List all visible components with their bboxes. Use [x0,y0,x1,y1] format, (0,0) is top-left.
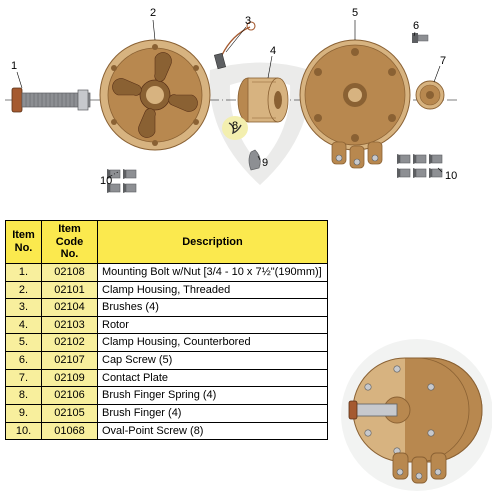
table-row: 5.02102Clamp Housing, Counterbored [6,334,328,352]
cell-code: 02104 [42,299,98,317]
part-oval-screws-b [397,154,442,178]
callout-8: 8 [232,120,238,132]
table-row: 7.02109Contact Plate [6,369,328,387]
cell-code: 01068 [42,422,98,440]
cell-desc: Clamp Housing, Threaded [98,281,328,299]
cell-desc: Oval-Point Screw (8) [98,422,328,440]
page-root: 1 2 3 4 5 6 7 8 9 10 10 Item No. Item Co… [0,0,500,500]
callout-2: 2 [150,7,156,19]
cell-code: 02102 [42,334,98,352]
cell-code: 02108 [42,263,98,281]
cell-desc: Rotor [98,316,328,334]
cell-code: 02101 [42,281,98,299]
assembled-svg [335,335,492,492]
cell-item: 2. [6,281,42,299]
cell-desc: Clamp Housing, Counterbored [98,334,328,352]
table-row: 9.02105Brush Finger (4) [6,405,328,423]
cell-code: 02105 [42,405,98,423]
th-description: Description [98,221,328,264]
table-body: 1.02108Mounting Bolt w/Nut [3/4 - 10 x 7… [6,263,328,439]
table-row: 8.02106Brush Finger Spring (4) [6,387,328,405]
cell-item: 1. [6,263,42,281]
th-item-code: Item Code No. [42,221,98,264]
cell-desc: Mounting Bolt w/Nut [3/4 - 10 x 7½"(190m… [98,263,328,281]
callout-10b: 10 [445,170,457,182]
cell-desc: Brushes (4) [98,299,328,317]
part-mounting-bolt [12,88,90,112]
part-housing-counterbored [300,40,410,168]
callout-3: 3 [245,15,251,27]
cell-item: 9. [6,405,42,423]
cell-code: 02107 [42,352,98,370]
cell-desc: Brush Finger Spring (4) [98,387,328,405]
cell-desc: Contact Plate [98,369,328,387]
diagram-svg [0,0,500,215]
part-housing-threaded [100,40,210,150]
cell-desc: Brush Finger (4) [98,405,328,423]
callout-7: 7 [440,55,446,67]
cell-item: 10. [6,422,42,440]
callout-6: 6 [413,20,419,32]
table-row: 10.01068Oval-Point Screw (8) [6,422,328,440]
exploded-diagram: 1 2 3 4 5 6 7 8 9 10 10 [0,0,500,215]
cell-code: 02103 [42,316,98,334]
cell-item: 6. [6,352,42,370]
table-row: 4.02103Rotor [6,316,328,334]
callout-9: 9 [262,157,268,169]
assembled-view [335,335,492,492]
callout-4: 4 [270,45,276,57]
bom-table: Item No. Item Code No. Description 1.021… [5,220,328,440]
cell-item: 4. [6,316,42,334]
cell-item: 5. [6,334,42,352]
part-contact-plate [416,81,444,109]
cell-item: 7. [6,369,42,387]
cell-desc: Cap Screw (5) [98,352,328,370]
callout-10a: 10 [100,175,112,187]
table-row: 2.02101Clamp Housing, Threaded [6,281,328,299]
part-brushes [214,22,255,69]
table-row: 1.02108Mounting Bolt w/Nut [3/4 - 10 x 7… [6,263,328,281]
table-row: 3.02104Brushes (4) [6,299,328,317]
cell-item: 3. [6,299,42,317]
th-item-no: Item No. [6,221,42,264]
table-row: 6.02107Cap Screw (5) [6,352,328,370]
cell-code: 02106 [42,387,98,405]
bom-table-wrap: Item No. Item Code No. Description 1.021… [5,220,328,440]
part-rotor [238,78,288,122]
callout-5: 5 [352,7,358,19]
cell-item: 8. [6,387,42,405]
callout-1: 1 [11,60,17,72]
table-header-row: Item No. Item Code No. Description [6,221,328,264]
cell-code: 02109 [42,369,98,387]
